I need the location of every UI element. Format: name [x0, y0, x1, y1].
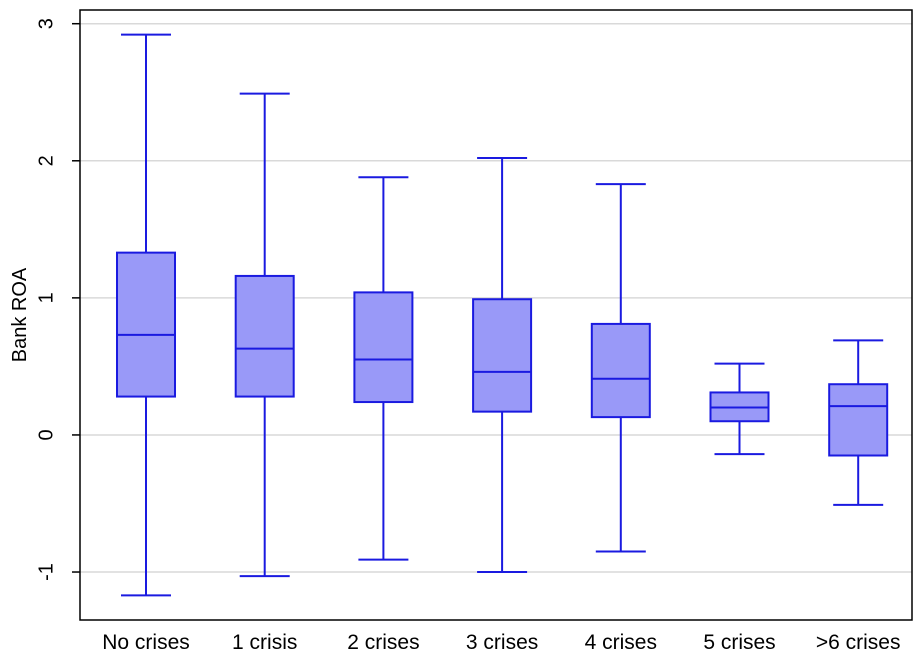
- x-tick-label: 5 crises: [703, 631, 775, 654]
- box-group: [709, 362, 770, 456]
- box-group: [828, 339, 889, 506]
- x-tick-label: 2 crises: [347, 631, 419, 654]
- plot-frame: [79, 9, 913, 621]
- y-axis-title: Bank ROA: [9, 267, 31, 362]
- interquartile-box: [590, 322, 651, 419]
- box-group: [472, 157, 533, 574]
- box-series: [116, 33, 889, 597]
- interquartile-box: [828, 383, 889, 457]
- interquartile-box: [472, 298, 533, 413]
- x-tick-label: >6 crises: [816, 631, 901, 654]
- interquartile-box: [234, 274, 295, 398]
- x-tick-label: 3 crises: [466, 631, 538, 654]
- grid-lines: [80, 22, 912, 573]
- y-axis-ticks: -1 0 1 2 3: [35, 18, 80, 581]
- y-tick-label: 0: [35, 429, 57, 440]
- y-tick-label: 1: [35, 292, 57, 303]
- y-tick-label: 3: [35, 18, 57, 29]
- box-group: [116, 33, 176, 597]
- x-axis-ticks: No crises 1 crisis 2 crises 3 crises 4 crise…: [102, 631, 900, 654]
- interquartile-box: [353, 291, 414, 404]
- box-group: [590, 183, 651, 553]
- box-group: [234, 92, 295, 578]
- y-tick-label: 2: [35, 155, 57, 166]
- box-group: [353, 176, 414, 561]
- x-tick-label: 4 crises: [585, 631, 657, 654]
- y-tick-label: -1: [35, 563, 57, 581]
- x-tick-label: 1 crisis: [232, 631, 297, 654]
- x-tick-label: No crises: [102, 631, 190, 654]
- interquartile-box: [116, 251, 176, 398]
